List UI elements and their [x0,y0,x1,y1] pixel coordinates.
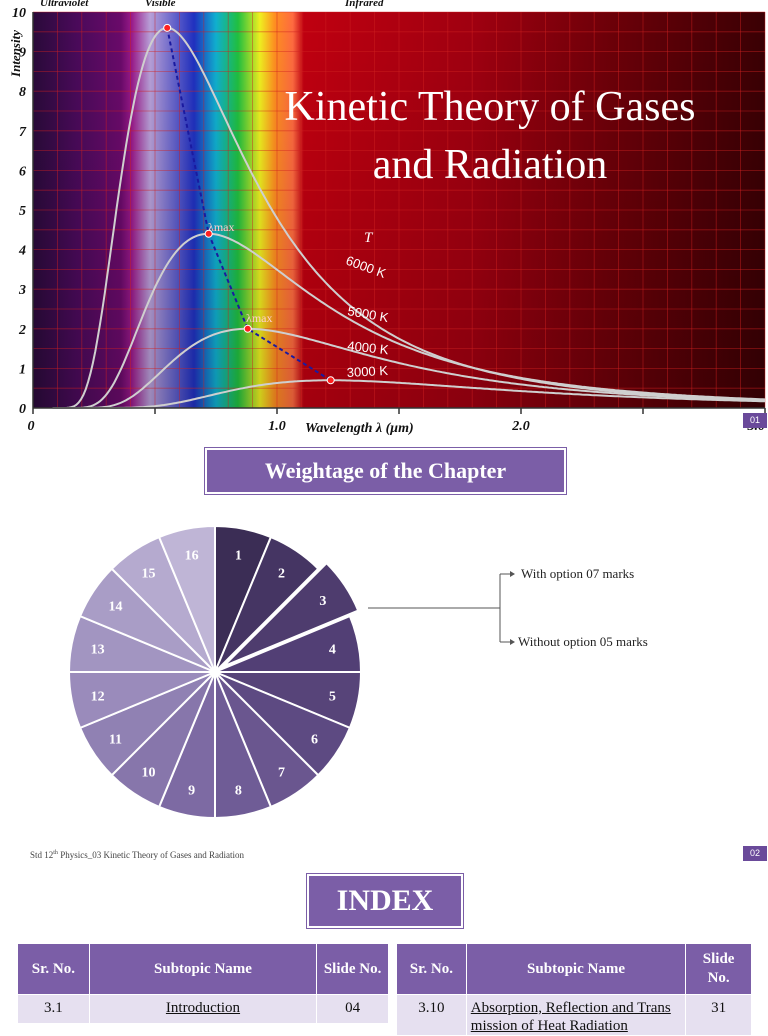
peak-point [163,23,172,32]
visible-label: Visible [145,0,176,9]
slide-footer: Std 12th Physics_03 Kinetic Theory of Ga… [30,850,244,860]
header-sr-no: Sr. No. [17,943,90,995]
peak-point [326,376,335,385]
infrared-label: Infrared [344,0,384,9]
index-slide: INDEX Sr. No. Subtopic Name Slide No. 3.… [0,865,768,1036]
y-tick-label: 8 [19,85,26,100]
callout-with-option: With option 07 marks [521,566,635,581]
y-axis-label: Intensity [8,30,23,78]
y-tick-label: 3 [18,283,26,298]
pie-label: 6 [311,733,318,748]
callout-bracket [368,573,512,643]
curve-5000k [52,232,766,409]
weightage-slide: 1 2 3 4 5 6 7 8 9 10 11 12 13 14 15 16 Weightage of the… [0,440,768,865]
pie-slice-3 [222,561,360,668]
slide-title: Kinetic Theory of Gases and Radiation [205,78,768,194]
wien-displacement-line [166,27,332,382]
y-tick-label: 0 [19,402,26,417]
pie-label: 2 [278,566,285,581]
subtopic-link[interactable]: Absorption, Reflection and Transmission … [465,994,687,1036]
curve-3000k [52,379,766,409]
pie-slice-2 [214,535,320,673]
subtopic-link[interactable]: Introduction [88,994,318,1024]
pie-label: 1 [235,549,242,564]
pie-label: 5 [329,689,336,704]
temperature-symbol: T [364,230,374,246]
lambda-max-label-2: λmax [246,311,272,325]
pie-label: 10 [141,766,155,781]
index-table-left: Sr. No. Subtopic Name Slide No. 3.1 Intr… [17,943,389,1024]
header-sr-no: Sr. No. [396,943,467,995]
index-table-right: Sr. No. Subtopic Name Slide No. 3.10 Abs… [396,943,752,1036]
curve-4000k [52,327,766,409]
weightage-banner: Weightage of the Chapter [205,448,566,494]
table-row[interactable]: 3.1 Introduction 04 [17,994,389,1024]
y-tick-label: 4 [18,244,26,259]
header-subtopic: Subtopic Name [88,943,318,995]
header-slide-no: Slide No. [316,943,389,995]
pie-label: 16 [185,549,199,564]
y-tick-label: 5 [19,204,26,219]
pie-label: 13 [91,643,105,658]
header-subtopic: Subtopic Name [465,943,687,995]
pie-label: 11 [109,733,122,748]
peak-point [243,324,252,333]
pie-label: 9 [188,783,195,798]
curve-label-5000: 5000 K [346,303,390,325]
curve-label-4000: 4000 K [347,338,390,357]
x-tick-label: 1.0 [268,419,286,434]
y-tick-label: 7 [19,125,27,140]
peak-point [204,229,213,238]
lambda-max-label-1: λmax [208,220,234,234]
pie-slice-16 [157,524,216,673]
y-tick-label: 1 [19,362,26,377]
y-tick-label: 6 [19,164,26,179]
y-tick-label: 2 [18,323,26,338]
slide-number-badge: 01 [743,413,767,428]
curve-6000k [52,26,766,409]
y-tick-label: 9 [19,46,26,61]
title-line-2: and Radiation [372,142,608,188]
ultraviolet-label: Ultraviolet [40,0,89,9]
pie-label: 7 [278,766,285,781]
x-axis-label: Wavelength λ (μm) [305,421,414,436]
pie-label: 8 [235,783,242,798]
x-tick-label: 0 [28,419,35,434]
pie-label: 15 [141,566,155,581]
table-row[interactable]: 3.10 Absorption, Reflection and Transmis… [396,994,752,1036]
slide-number-badge-2: 02 [743,846,767,861]
title-line-1: Kinetic Theory of Gases [284,84,696,130]
callout-without-option: Without option 05 marks [518,634,648,649]
pie-label: 4 [329,643,336,658]
header-slide-no: Slide No. [685,943,752,995]
pie-label: 3 [319,594,326,609]
pie-label: 12 [91,689,105,704]
curve-label-3000: 3000 K [346,363,388,380]
x-tick-label: 2.0 [511,419,530,434]
y-tick-label: 10 [12,6,26,21]
index-banner: INDEX [307,874,463,928]
pie-label: 14 [108,599,122,614]
